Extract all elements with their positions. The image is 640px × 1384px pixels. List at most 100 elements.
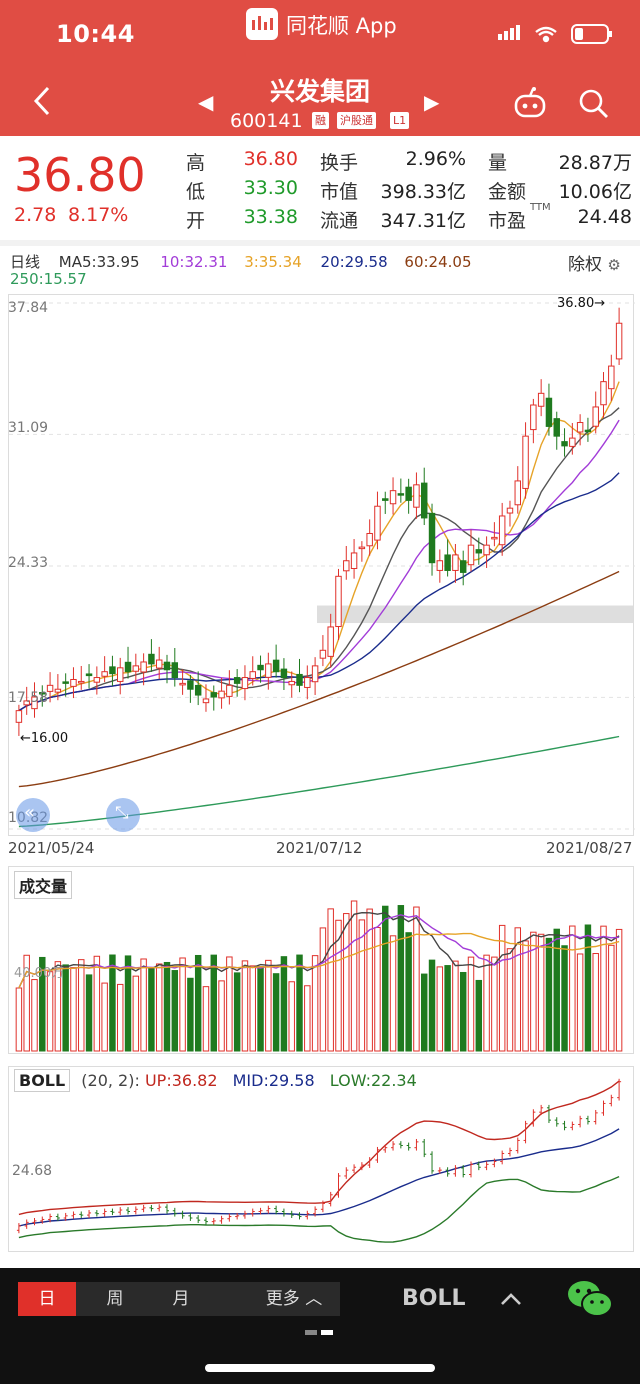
volume-bar [319, 927, 327, 1052]
kline-chart[interactable] [8, 294, 635, 836]
volume-bar [405, 932, 412, 1052]
candle-body [335, 575, 342, 628]
volume-bar [413, 906, 420, 1052]
candle-body [327, 626, 334, 657]
ma60-line [18, 570, 620, 788]
volume-bar [202, 986, 210, 1052]
volume-bar [366, 908, 373, 1052]
volume-chart[interactable] [8, 866, 634, 1054]
price-change: 2.78 [14, 204, 57, 226]
period-day[interactable]: 日 [18, 1282, 76, 1316]
volume-bar [576, 953, 584, 1052]
expand-chart-button[interactable]: ⤡ [106, 798, 140, 832]
volume-bar [288, 981, 295, 1052]
volume-bar [452, 960, 459, 1052]
boll-tag[interactable]: BOLL [14, 1069, 71, 1092]
candle-body [226, 684, 233, 697]
wechat-share-icon[interactable] [566, 1278, 614, 1320]
candle-body [46, 684, 54, 692]
quote-value-high: 36.80 [243, 148, 298, 170]
candle-body [522, 435, 529, 489]
volume-bar [600, 925, 607, 1052]
next-stock-arrow-icon[interactable]: ▶ [424, 90, 440, 114]
back-chevron-icon[interactable] [26, 84, 60, 118]
candle-body [576, 422, 584, 433]
date-mid: 2021/07/12 [276, 839, 363, 857]
ma-period-label: 日线 [10, 253, 41, 271]
volume-bar [327, 908, 334, 1052]
volume-bar [343, 913, 350, 1052]
tag-level1: L1 [390, 112, 410, 129]
volume-bar [436, 966, 444, 1052]
ma10-value: 10:32.31 [160, 253, 228, 271]
status-icons [498, 24, 612, 44]
candle-body [304, 677, 311, 688]
period-week[interactable]: 周 [106, 1289, 124, 1309]
app-header: 10:44 同花顺 App 兴发集团 ◀ ▶ 600141 融 沪股通 L1 [0, 0, 640, 136]
volume-bar [163, 961, 171, 1052]
candle-body [421, 482, 428, 519]
current-price: 36.80 [14, 148, 146, 202]
candle-body [272, 659, 280, 673]
candle-body [436, 560, 444, 571]
price-change-pct: 8.17% [68, 204, 129, 226]
ma30-line [18, 472, 620, 712]
ma250-value: 250:15.57 [10, 270, 87, 288]
period-more[interactable]: 更多 ︿ [248, 1282, 340, 1316]
boll-chart[interactable] [8, 1066, 634, 1252]
indicator-button[interactable]: BOLL [402, 1286, 466, 1311]
candle-body [31, 696, 38, 710]
volume-tag[interactable]: 成交量 [14, 871, 73, 899]
stock-name: 兴发集团 [269, 77, 370, 106]
volume-bar [459, 971, 467, 1052]
search-icon[interactable] [576, 86, 610, 120]
robot-assistant-icon[interactable] [512, 86, 548, 120]
candle-body [397, 493, 405, 496]
candle-body [569, 437, 576, 447]
candle-body [155, 659, 163, 669]
volume-bar [70, 967, 77, 1052]
volume-bar [428, 959, 436, 1052]
volume-bar [249, 965, 256, 1052]
candle-body [483, 544, 490, 556]
volume-bar [444, 965, 451, 1052]
candle-body [358, 546, 366, 550]
candle-body [265, 663, 272, 678]
candle-body [467, 544, 475, 566]
volume-ma20-line [18, 932, 620, 989]
prev-stock-arrow-icon[interactable]: ◀ [198, 90, 214, 114]
gear-icon: ⚙ [607, 256, 621, 274]
candle-body [23, 700, 30, 706]
candle-body [514, 480, 521, 506]
volume-bar [389, 935, 397, 1052]
volume-bar [54, 961, 62, 1052]
volume-bar [545, 937, 553, 1052]
volume-bar [498, 924, 506, 1052]
volume-bar [272, 973, 280, 1052]
candle-body [280, 668, 288, 679]
candle-body [343, 560, 350, 572]
quote-label-turnover: 换手 [320, 152, 359, 174]
volume-bar [257, 966, 264, 1052]
volume-bar [124, 955, 132, 1052]
adjust-label: 除权 [568, 255, 602, 275]
candle-body [179, 682, 186, 686]
candle-body [210, 692, 217, 698]
boll-y-tick: 24.68 [12, 1163, 53, 1179]
candle-body [62, 681, 69, 684]
quote-value-turnover: 2.96% [405, 148, 466, 170]
scroll-left-button[interactable]: « [16, 798, 50, 832]
boll-mid: MID:29.58 [232, 1071, 315, 1090]
indicator-chevron-up-icon[interactable] [498, 1288, 524, 1310]
adjust-button[interactable]: 除权 ⚙ [568, 250, 621, 275]
quote-value-float: 347.31亿 [380, 210, 466, 232]
candle-body [366, 532, 373, 547]
volume-bar [39, 956, 46, 1052]
candle-body [163, 661, 171, 671]
candle-body [241, 677, 249, 690]
volume-bar [62, 964, 69, 1052]
quote-value-pe: 24.48 [577, 206, 632, 228]
period-month[interactable]: 月 [172, 1289, 190, 1309]
tag-margin: 融 [312, 112, 329, 129]
home-indicator [205, 1364, 435, 1372]
